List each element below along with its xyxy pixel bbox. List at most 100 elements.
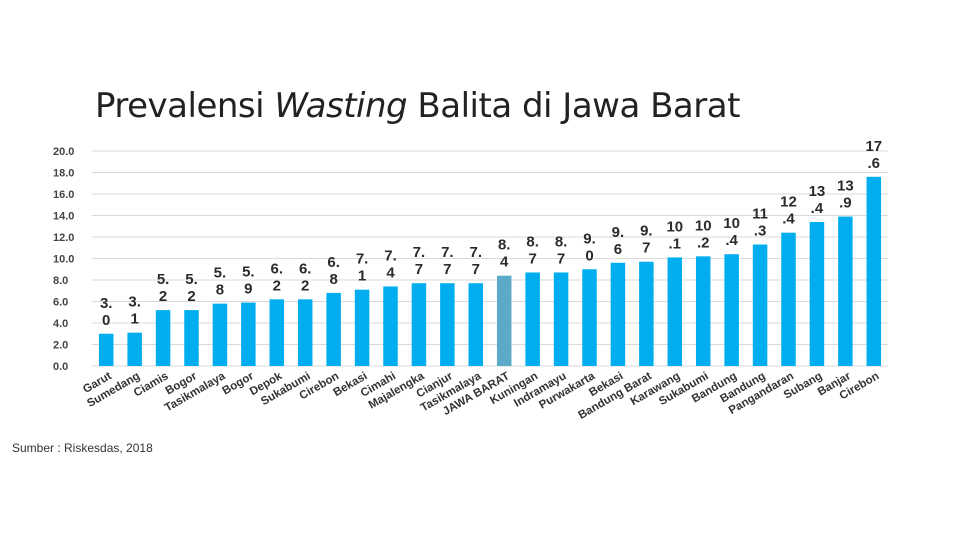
value-label: 6.: [299, 260, 312, 277]
value-label: 5.: [157, 271, 170, 288]
slide-title: Prevalensi Wasting Balita di Jawa Barat: [95, 86, 740, 126]
bar: [468, 283, 484, 366]
bar: [553, 272, 569, 366]
bar: [155, 310, 171, 366]
value-label: 4: [500, 254, 509, 271]
value-label: 13: [809, 183, 826, 200]
value-label: 5.: [214, 265, 227, 282]
x-axis-labels: GarutSumedangCiamisBogorTasikmalayaBogor…: [81, 370, 881, 422]
value-label: 10: [695, 217, 712, 234]
value-label: 7: [472, 261, 480, 278]
value-label: 8: [216, 282, 224, 299]
value-label: 2: [273, 277, 281, 294]
value-label: 7: [528, 250, 536, 267]
value-label: 7.: [441, 244, 454, 261]
value-label: 3.: [100, 295, 113, 312]
y-axis-labels: 0.0 2.0 4.0 6.0 8.0 10.0 12.0 14.0 16.0 18.0 20.0: [53, 146, 74, 373]
bar: [525, 272, 540, 366]
y-tick-label: 0.0: [53, 361, 68, 373]
bar: [354, 289, 370, 366]
bar: [610, 262, 626, 366]
value-label: 2: [301, 277, 309, 294]
value-label: 17: [865, 138, 882, 155]
value-label: 7.: [470, 244, 483, 261]
y-tick-label: 16.0: [53, 189, 74, 201]
y-tick-label: 20.0: [53, 146, 74, 158]
chart-bars: [98, 176, 882, 366]
bar: [582, 269, 597, 366]
value-label: .4: [811, 200, 824, 217]
value-label: 7.: [413, 244, 426, 261]
bar: [667, 257, 683, 366]
bar: [724, 254, 739, 366]
bar: [127, 332, 142, 366]
y-tick-label: 10.0: [53, 254, 74, 266]
value-label: 1: [358, 268, 366, 285]
value-label: 9.: [583, 230, 596, 247]
value-label: 8.: [526, 233, 539, 250]
value-label: 7: [642, 240, 650, 257]
bar: [297, 299, 313, 366]
value-label: 8: [329, 271, 337, 288]
value-label: 5.: [242, 264, 255, 281]
value-label: 6.: [327, 254, 340, 271]
bar: [496, 275, 512, 366]
y-tick-label: 4.0: [53, 318, 68, 330]
y-tick-label: 6.0: [53, 297, 68, 309]
title-emphasis: Wasting: [274, 86, 408, 126]
y-tick-label: 18.0: [53, 168, 74, 180]
bar: [241, 302, 256, 366]
value-label: 2: [187, 288, 195, 305]
chart-gridlines: [92, 150, 888, 367]
source-note: Sumber : Riskesdas, 2018: [12, 441, 153, 455]
value-label: 0: [585, 247, 593, 264]
title-part-1: Prevalensi: [95, 86, 275, 126]
bar: [781, 232, 796, 366]
value-label: 7: [557, 250, 565, 267]
value-label: 7.: [356, 251, 369, 268]
value-label: .2: [697, 234, 710, 251]
value-label: 8.: [498, 237, 511, 254]
title-part-2: Balita di Jawa Barat: [407, 86, 740, 126]
value-label: 7: [415, 261, 423, 278]
bar: [639, 261, 654, 366]
value-label: 1: [130, 311, 138, 328]
y-tick-label: 12.0: [53, 232, 74, 244]
value-label: 6.: [271, 260, 284, 277]
bar: [184, 310, 199, 366]
bar: [383, 286, 398, 366]
y-tick-label: 8.0: [53, 275, 68, 287]
bar: [838, 216, 853, 366]
value-label: 7: [443, 261, 451, 278]
bar: [695, 256, 711, 366]
value-label: 5.: [185, 271, 198, 288]
bar: [98, 333, 114, 366]
value-label: 10: [723, 215, 740, 232]
value-label: .1: [669, 235, 682, 252]
value-label: .4: [725, 232, 738, 249]
value-label: 0: [102, 312, 110, 329]
value-label: 13: [837, 178, 854, 195]
value-label: 6: [614, 241, 622, 258]
value-label: 2: [159, 288, 167, 305]
bar: [752, 244, 768, 366]
value-label: 7.: [384, 247, 397, 264]
bar: [411, 283, 427, 366]
value-label: 12: [780, 194, 797, 211]
y-tick-label: 14.0: [53, 211, 74, 223]
value-label: .3: [754, 223, 767, 240]
y-tick-label: 2.0: [53, 340, 68, 352]
bar: [269, 299, 285, 366]
value-label: 9.: [640, 223, 653, 240]
value-label: 4: [386, 264, 395, 281]
bar: [866, 176, 882, 366]
value-label: 9.: [612, 224, 625, 241]
value-label: 10: [666, 218, 683, 235]
value-label: 8.: [555, 233, 568, 250]
value-label: 9: [244, 281, 252, 298]
value-labels: 3.03.15.25.25.85.96.26.26.87.17.47.77.77…: [100, 138, 882, 329]
value-label: .9: [839, 195, 852, 212]
value-label: 11: [752, 206, 768, 223]
bar: [809, 221, 825, 366]
